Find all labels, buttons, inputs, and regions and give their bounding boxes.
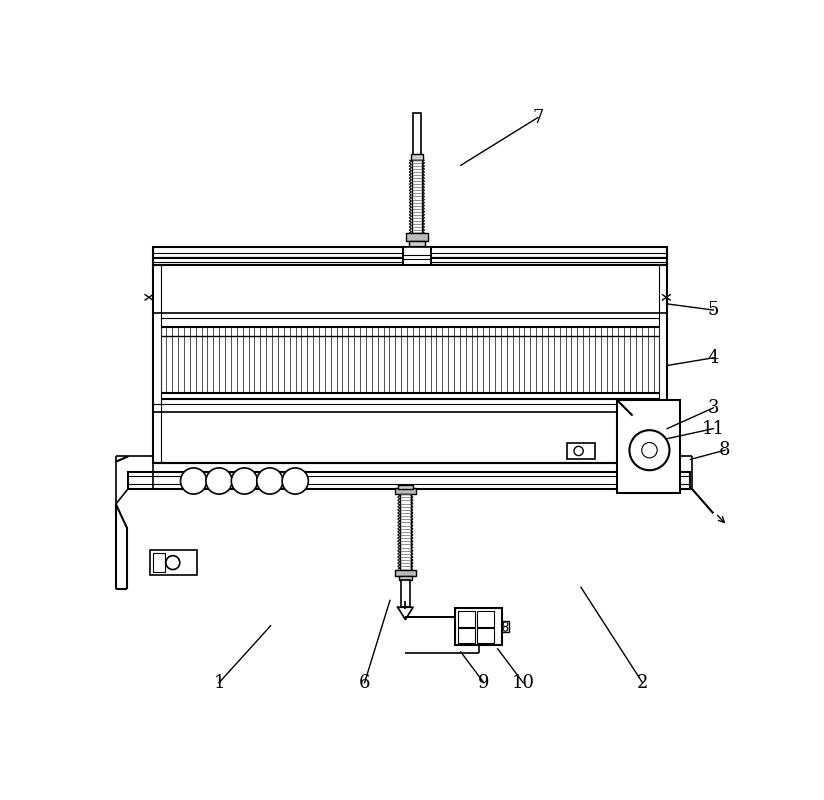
Circle shape: [206, 468, 232, 494]
Bar: [413, 113, 421, 155]
Bar: [399, 576, 411, 580]
Bar: [639, 440, 660, 460]
Bar: [395, 570, 416, 576]
Circle shape: [232, 468, 258, 494]
Bar: [410, 154, 423, 160]
Circle shape: [503, 622, 508, 626]
Bar: [410, 241, 424, 247]
Text: 7: 7: [532, 109, 544, 126]
Bar: [400, 580, 410, 607]
Circle shape: [180, 468, 207, 494]
Circle shape: [642, 442, 658, 458]
Text: 9: 9: [478, 674, 489, 692]
Bar: [398, 485, 413, 490]
Text: 1: 1: [213, 674, 225, 692]
Bar: [617, 400, 681, 493]
Circle shape: [282, 468, 308, 494]
Bar: [129, 472, 691, 489]
Bar: [400, 494, 410, 570]
Bar: [152, 258, 667, 266]
Text: 2: 2: [637, 674, 648, 692]
Circle shape: [166, 556, 180, 570]
Bar: [395, 488, 416, 494]
Circle shape: [257, 468, 283, 494]
Bar: [152, 554, 165, 572]
Bar: [411, 160, 422, 233]
Text: 11: 11: [702, 420, 725, 438]
Text: 3: 3: [708, 399, 719, 417]
Circle shape: [630, 430, 669, 470]
Text: 6: 6: [358, 674, 370, 692]
Text: 10: 10: [512, 674, 535, 692]
Text: 8: 8: [719, 442, 731, 459]
Bar: [152, 247, 667, 258]
Circle shape: [574, 446, 583, 455]
Bar: [477, 611, 494, 626]
Bar: [403, 247, 431, 266]
Text: 4: 4: [708, 349, 719, 366]
Bar: [458, 628, 475, 643]
Bar: [567, 442, 595, 459]
Bar: [150, 550, 198, 575]
Circle shape: [503, 626, 508, 631]
Bar: [502, 621, 509, 632]
Bar: [152, 266, 667, 462]
Polygon shape: [398, 607, 413, 619]
Bar: [477, 628, 494, 643]
Bar: [458, 611, 475, 626]
Bar: [406, 233, 428, 241]
Text: 5: 5: [708, 301, 719, 319]
Bar: [456, 608, 502, 645]
